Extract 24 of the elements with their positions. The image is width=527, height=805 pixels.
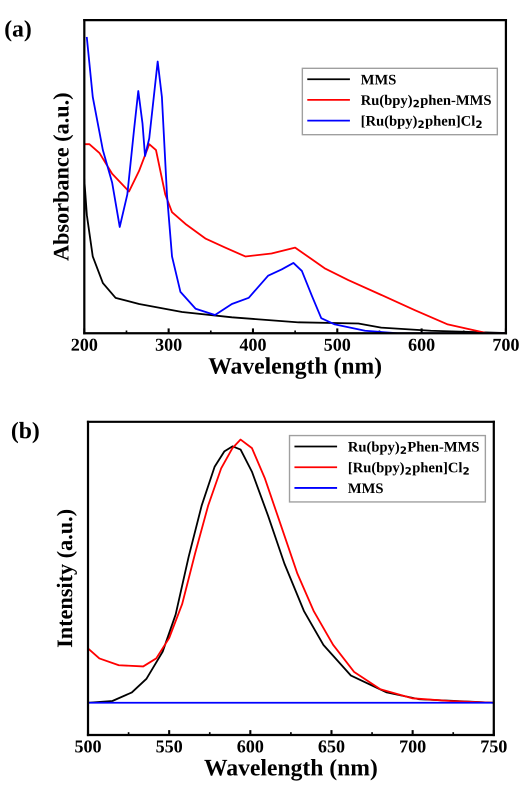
x-tick-label: 600 — [408, 338, 434, 351]
x-axis-title: Wavelength (nm) — [204, 758, 377, 781]
x-tick-label: 700 — [400, 740, 426, 753]
x-tick-label: 750 — [481, 740, 507, 753]
x-tick-label: 500 — [324, 338, 350, 351]
x-tick-label: 600 — [237, 740, 264, 753]
chart-title: (b) — [12, 422, 39, 444]
x-tick-label: 650 — [318, 740, 344, 753]
legend-label: [Ru(bpy)$_{2}$phen]Cl$_{2}$ — [348, 462, 469, 476]
legend-label: Ru(bpy)$_{2}$Phen-MMS — [348, 441, 479, 455]
y-axis-title: Absorbance (a.u.) — [53, 93, 74, 261]
y-axis-title: Intensity (a.u.) — [56, 510, 77, 648]
legend-label: MMS — [360, 74, 396, 85]
x-tick-label: 500 — [75, 740, 101, 753]
x-axis-title: Wavelength (nm) — [208, 357, 381, 379]
legend-label: [Ru(bpy)$_{2}$phen]Cl$_{2}$ — [362, 115, 482, 129]
x-tick-label: 200 — [72, 338, 98, 351]
x-tick-label: 700 — [493, 338, 519, 351]
x-tick-label: 400 — [240, 338, 266, 351]
x-tick-label: 300 — [156, 338, 182, 351]
legend-label: MMS — [348, 483, 383, 494]
legend-label: Ru(bpy)$_{2}$phen-MMS — [360, 94, 491, 108]
chart-title: (a) — [5, 20, 31, 42]
x-tick-label: 550 — [156, 740, 182, 753]
